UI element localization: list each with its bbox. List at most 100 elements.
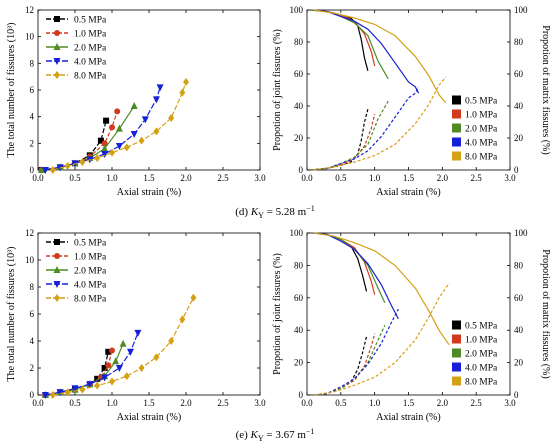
data-point xyxy=(105,362,112,369)
data-point xyxy=(64,388,71,397)
data-point xyxy=(109,124,115,131)
series-line-40MPa xyxy=(45,332,139,396)
matrix-line-80MPa xyxy=(313,282,450,396)
y-axis-label: The total number of fissures (10³) xyxy=(6,23,17,158)
legend-label: 1.0 MPa xyxy=(465,111,498,121)
data-point xyxy=(119,339,127,347)
data-point xyxy=(105,348,112,355)
data-point xyxy=(79,158,86,166)
legend-swatch xyxy=(452,109,461,119)
y2-tick-label: 20 xyxy=(514,358,524,368)
x-tick-label: 1.0 xyxy=(369,398,381,408)
x-axis-label: Axial strain (%) xyxy=(376,412,440,423)
plot-frame xyxy=(37,9,261,171)
y-axis-label: Propotion of joint fissures (%) xyxy=(272,29,283,151)
data-point xyxy=(49,166,56,174)
y-tick-label: 6 xyxy=(30,309,35,319)
legend-swatch xyxy=(452,123,461,133)
matrix-line-40MPa xyxy=(313,86,420,171)
x-tick-label: 1.0 xyxy=(106,398,118,408)
data-point xyxy=(138,136,145,145)
caption-e: (e) KY = 3.67 m−1 xyxy=(236,427,315,443)
x-tick-label: 0.0 xyxy=(32,173,44,183)
x-tick-label: 1.5 xyxy=(143,398,155,408)
x-tick-label: 0.5 xyxy=(69,398,81,408)
y2-tick-label: 20 xyxy=(514,133,524,143)
x-tick-label: 2.5 xyxy=(217,398,229,408)
legend-marker xyxy=(54,16,60,22)
legend-swatch xyxy=(452,151,461,161)
y-tick-label: 12 xyxy=(25,228,34,238)
joint-line-40MPa xyxy=(313,9,420,94)
joint-line-05MPa xyxy=(313,232,368,292)
y-tick-label: 8 xyxy=(30,282,35,292)
legend-label: 1.0 MPa xyxy=(74,253,107,263)
legend-label: 4.0 MPa xyxy=(74,58,107,68)
x-tick-label: 2.0 xyxy=(180,173,192,183)
y-axis-label: The total number of fissures (10³) xyxy=(6,247,17,382)
y-tick-label: 10 xyxy=(25,32,35,42)
chart-d-left: 0.0 0.5 1.0 1.5 2.0 2.5 3.0 0 2 4 6 8 10 12 Axial stra… xyxy=(6,5,266,198)
y-tick-label: 0 xyxy=(299,390,304,400)
caption-d: (d) KY = 5.28 m−1 xyxy=(235,204,314,220)
x-tick-label: 1.5 xyxy=(143,173,155,183)
x-tick-label: 0.5 xyxy=(335,398,347,408)
data-point xyxy=(153,127,160,136)
y-tick-label: 0 xyxy=(30,165,35,175)
matrix-line-80MPa xyxy=(313,76,447,171)
legend-label: 4.0 MPa xyxy=(74,281,107,291)
legend-label: 4.0 MPa xyxy=(465,139,498,149)
y-tick-label: 10 xyxy=(25,255,35,265)
legend-swatch xyxy=(452,334,461,344)
x-tick-label: 2.0 xyxy=(437,398,449,408)
legend-marker xyxy=(53,43,61,50)
y-tick-label: 2 xyxy=(30,138,35,148)
x-tick-label: 0.0 xyxy=(301,173,313,183)
x-tick-label: 0.0 xyxy=(301,398,313,408)
y-tick-label: 40 xyxy=(294,101,304,111)
matrix-line-20MPa xyxy=(313,325,386,396)
x-tick-label: 0.5 xyxy=(69,173,81,183)
x-tick-label: 2.5 xyxy=(471,173,483,183)
data-point xyxy=(115,124,123,132)
y-tick-label: 60 xyxy=(294,69,304,79)
matrix-line-10MPa xyxy=(313,333,376,396)
data-point xyxy=(190,293,197,302)
data-point xyxy=(38,166,46,173)
y-tick-label: 0 xyxy=(299,165,304,175)
y2-tick-label: 80 xyxy=(514,260,524,270)
data-point xyxy=(141,116,149,124)
matrix-line-05MPa xyxy=(313,336,368,396)
legend-label: 2.0 MPa xyxy=(465,350,498,360)
data-point xyxy=(130,102,138,109)
data-point xyxy=(56,389,64,397)
legend-label: 2.0 MPa xyxy=(74,44,107,54)
data-point xyxy=(94,375,101,382)
data-point xyxy=(94,381,101,390)
joint-line-40MPa xyxy=(313,232,399,320)
legend-marker xyxy=(54,71,60,79)
x-tick-label: 1.5 xyxy=(403,173,415,183)
y-axis-label: Propotion of joint fissures (%) xyxy=(272,253,283,375)
data-point xyxy=(101,151,109,158)
data-point xyxy=(152,96,160,104)
x-tick-label: 1.0 xyxy=(369,173,381,183)
data-point xyxy=(114,108,121,115)
joint-line-80MPa xyxy=(313,9,447,104)
legend-label: 1.0 MPa xyxy=(465,336,498,346)
y2-tick-label: 60 xyxy=(514,69,524,79)
y2-tick-label: 40 xyxy=(514,325,524,335)
plot-frame xyxy=(37,232,261,396)
y-tick-label: 6 xyxy=(30,85,35,95)
y2-axis-label: Propotion of matrix fissures (%) xyxy=(540,25,550,154)
legend-label: 2.0 MPa xyxy=(74,267,107,277)
legend-marker xyxy=(53,266,61,273)
legend-swatch xyxy=(452,95,461,105)
joint-line-10MPa xyxy=(310,9,376,67)
y-tick-label: 100 xyxy=(290,228,304,238)
legend-label: 0.5 MPa xyxy=(74,239,107,249)
data-point xyxy=(49,391,56,399)
y-tick-label: 80 xyxy=(294,37,304,47)
